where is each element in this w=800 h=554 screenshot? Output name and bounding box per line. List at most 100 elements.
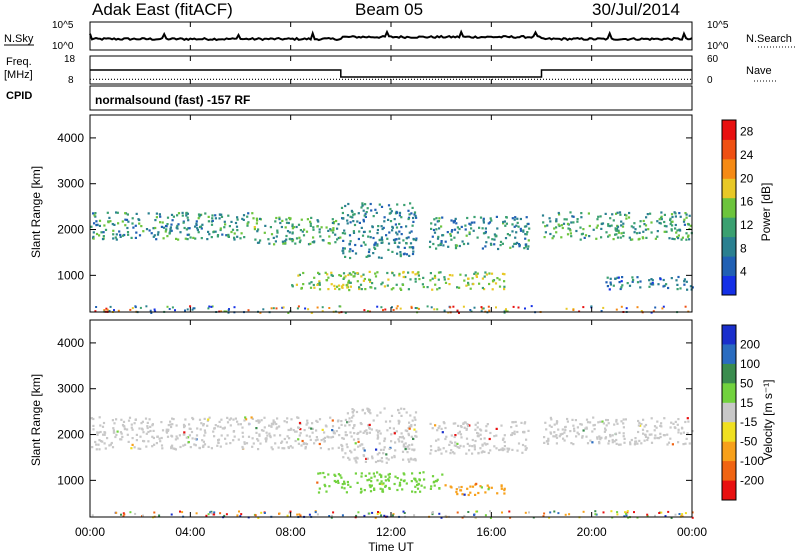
echo-cell	[224, 437, 227, 440]
echo-cell	[597, 215, 600, 218]
echo-cell	[503, 434, 506, 437]
echo-cell	[93, 222, 96, 225]
echo-cell	[281, 219, 284, 222]
echo-cell	[639, 280, 642, 283]
echo-cell	[670, 421, 673, 424]
echo-cell	[169, 230, 172, 233]
echo-cell	[404, 275, 407, 279]
echo-cell	[513, 432, 516, 436]
echo-cell	[340, 486, 344, 489]
xtick-label: 16:00	[476, 525, 506, 539]
echo-cell	[309, 242, 312, 245]
echo-cell	[171, 417, 174, 420]
echo-cell	[633, 231, 636, 234]
echo-cell	[338, 426, 341, 429]
echo-cell	[353, 275, 356, 278]
echo-cell	[219, 425, 222, 428]
echo-cell	[669, 426, 672, 429]
echo-cell	[396, 245, 399, 248]
echo-cell	[400, 226, 403, 229]
echo-cell	[524, 237, 527, 240]
echo-cell	[99, 424, 102, 427]
echo-cell	[152, 227, 155, 230]
echo-cell	[437, 449, 440, 452]
echo-cell	[278, 425, 281, 428]
echo-cell	[289, 510, 292, 513]
echo-cell	[290, 418, 293, 421]
echo-cell	[400, 432, 403, 435]
echo-cell	[667, 441, 671, 444]
echo-cell	[551, 237, 554, 240]
echo-cell	[96, 431, 99, 434]
colorbar-tick-label: 12	[740, 218, 754, 232]
echo-cell	[480, 429, 483, 432]
echo-cell	[486, 423, 489, 426]
echo-cell	[207, 230, 210, 233]
power-echo-data	[90, 202, 694, 314]
echo-cell	[609, 281, 612, 284]
echo-cell	[582, 429, 585, 432]
echo-cell	[297, 274, 300, 277]
echo-cell	[355, 461, 358, 464]
echo-cell	[481, 277, 484, 280]
echo-cell	[112, 427, 115, 430]
echo-cell	[384, 479, 387, 482]
echo-cell	[480, 486, 483, 489]
echo-cell	[606, 285, 609, 288]
echo-cell	[376, 305, 379, 308]
echo-cell	[295, 430, 298, 433]
echo-cell	[453, 444, 456, 447]
echo-cell	[513, 225, 516, 228]
echo-cell	[431, 288, 434, 291]
echo-cell	[323, 436, 327, 439]
echo-cell	[359, 491, 362, 494]
echo-cell	[686, 432, 689, 435]
echo-cell	[256, 230, 259, 233]
echo-cell	[355, 514, 358, 517]
echo-cell	[297, 442, 300, 445]
echo-cell	[360, 226, 363, 229]
echo-cell	[131, 307, 134, 310]
echo-cell	[185, 214, 188, 217]
echo-cell	[291, 223, 294, 226]
echo-cell	[305, 423, 308, 426]
echo-cell	[298, 236, 301, 239]
echo-cell	[542, 515, 545, 518]
echo-cell	[183, 433, 186, 436]
echo-cell	[394, 441, 397, 444]
echo-cell	[275, 307, 278, 310]
echo-cell	[337, 473, 340, 476]
echo-cell	[331, 425, 335, 428]
echo-cell	[323, 483, 326, 486]
echo-cell	[523, 225, 527, 228]
echo-cell	[255, 431, 258, 434]
echo-cell	[311, 422, 314, 425]
echo-cell	[406, 451, 409, 454]
echo-cell	[300, 444, 303, 447]
echo-cell	[412, 220, 415, 223]
echo-cell	[563, 439, 566, 442]
echo-cell	[644, 435, 648, 438]
echo-cell	[170, 434, 173, 437]
echo-cell	[359, 444, 362, 447]
echo-cell	[353, 448, 356, 451]
echo-cell	[669, 437, 672, 440]
echo-cell	[687, 234, 690, 237]
echo-cell	[325, 226, 328, 229]
echo-cell	[208, 416, 211, 419]
echo-cell	[368, 254, 371, 257]
echo-cell	[403, 407, 406, 411]
echo-cell	[671, 224, 674, 227]
echo-cell	[558, 435, 561, 438]
echo-cell	[326, 273, 329, 276]
echo-cell	[288, 216, 291, 220]
echo-cell	[637, 430, 640, 434]
echo-cell	[376, 232, 379, 235]
echo-cell	[517, 306, 520, 309]
echo-cell	[631, 238, 634, 241]
echo-cell	[687, 223, 690, 226]
echo-cell	[616, 211, 619, 214]
echo-cell	[316, 420, 319, 423]
echo-cell	[326, 435, 329, 438]
echo-cell	[500, 448, 503, 451]
